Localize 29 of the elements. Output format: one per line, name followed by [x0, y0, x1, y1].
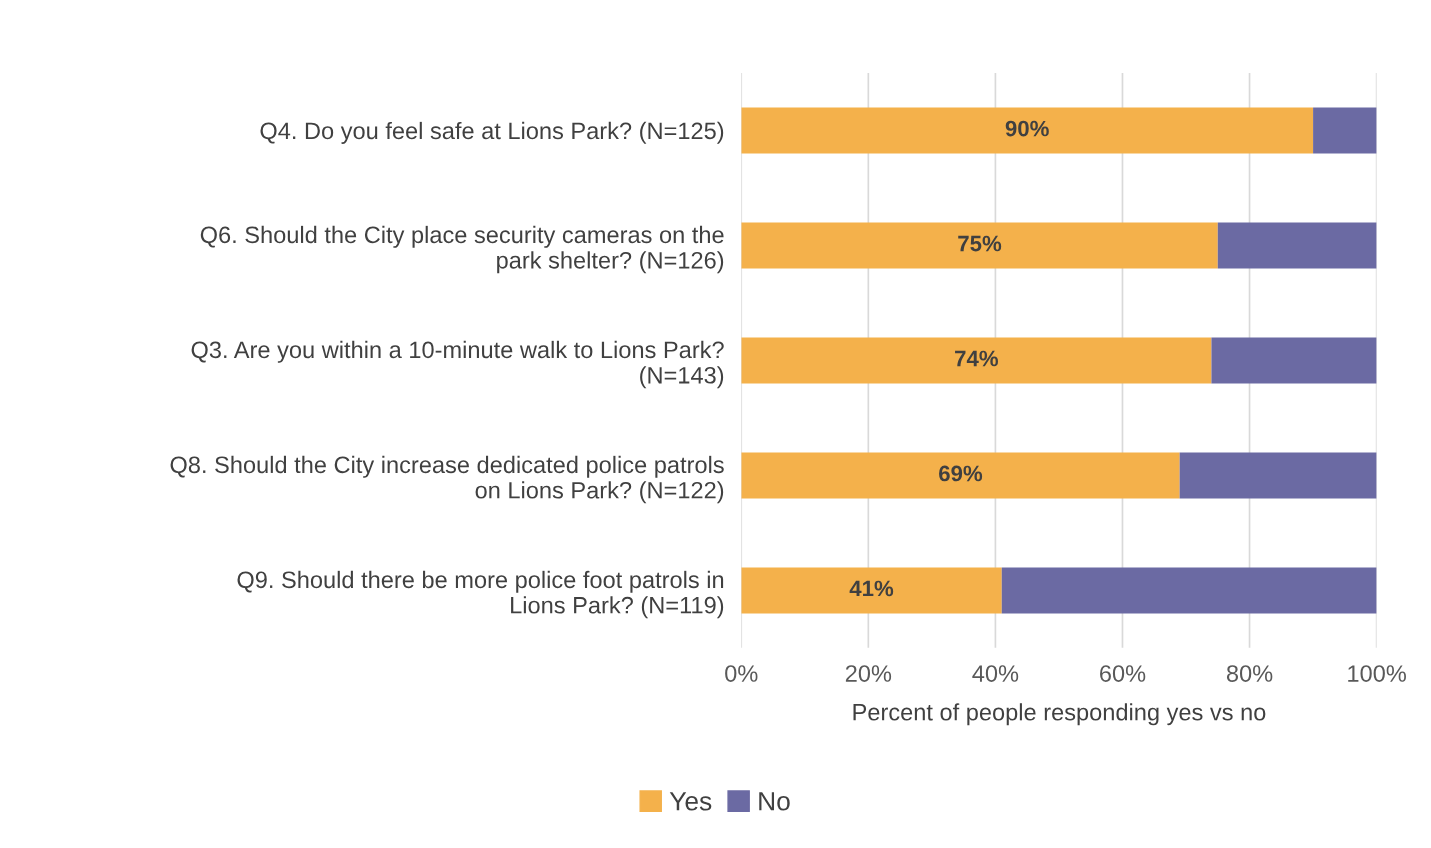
x-tick-label: 0%: [725, 665, 758, 682]
bar: [1217, 222, 1377, 269]
bar: [1211, 337, 1377, 384]
bar: [1001, 567, 1377, 614]
x-tick-label: 60%: [1100, 665, 1146, 682]
bar: [1179, 452, 1377, 499]
x-tick-label: 40%: [972, 665, 1019, 682]
x-axis-title: Percent of people responding yes vs no: [853, 703, 1266, 726]
y-tick-label: Q8. Should the City increase dedicated police patrols on Lions Park? (N=122): [170, 455, 724, 504]
y-tick-label: Q3. Are you within a 10-minute walk to Lions Park? (N=143): [191, 340, 724, 389]
bar: [741, 107, 1314, 154]
bar: [741, 567, 1002, 614]
bar: [741, 222, 1218, 269]
data-label: 74%: [955, 350, 998, 367]
data-label: 75%: [958, 235, 1002, 252]
x-tick-label: 80%: [1226, 665, 1273, 682]
legend-label: No: [759, 792, 790, 811]
bar: [741, 452, 1180, 499]
legend-label: Yes: [669, 792, 712, 811]
data-label: 41%: [849, 580, 894, 597]
data-label: 90%: [1005, 120, 1049, 137]
y-tick-label: Q4. Do you feel safe at Lions Park? (N=125): [260, 121, 724, 144]
x-tick-label: 100%: [1348, 665, 1406, 682]
y-tick-label: Q9. Should there be more police foot patrols in Lions Park? (N=119): [237, 570, 724, 619]
bar: [741, 337, 1212, 384]
x-tick-label: 20%: [845, 665, 892, 682]
data-label: 69%: [939, 465, 983, 482]
y-tick-label: Q6. Should the City place security cameras on the park shelter? (N=126): [200, 225, 724, 274]
bar: [1313, 107, 1377, 154]
